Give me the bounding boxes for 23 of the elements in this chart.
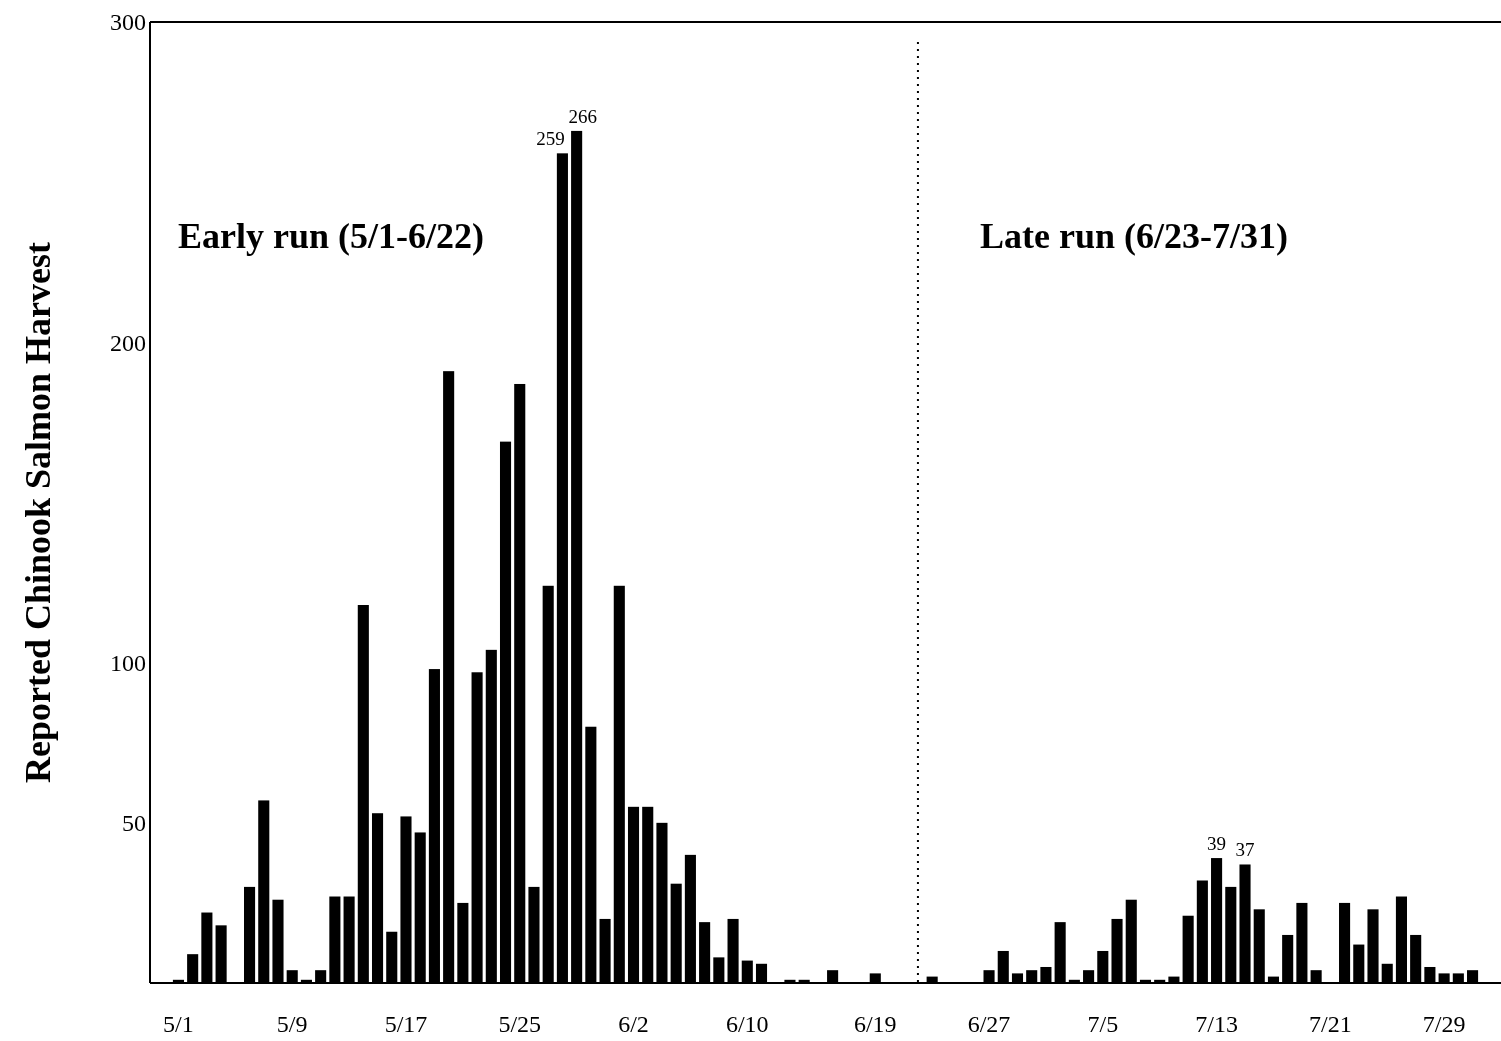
x-tick-label: 7/5 bbox=[1087, 1011, 1119, 1037]
data-label: 37 bbox=[1235, 839, 1255, 861]
x-tick-label: 7/13 bbox=[1195, 1011, 1238, 1037]
y-tick-label: 300 bbox=[110, 9, 146, 36]
x-tick-label: 6/2 bbox=[618, 1011, 649, 1037]
data-label: 266 bbox=[568, 105, 597, 127]
x-tick-label: 6/10 bbox=[725, 1011, 769, 1037]
x-tick-label: 6/19 bbox=[853, 1011, 897, 1037]
y-tick-label: 50 bbox=[122, 810, 146, 837]
x-tick-label: 5/1 bbox=[163, 1011, 194, 1037]
x-tick-label: 5/17 bbox=[384, 1011, 428, 1037]
x-tick-label: 6/27 bbox=[967, 1011, 1011, 1037]
x-tick-label: 5/25 bbox=[498, 1011, 542, 1037]
data-label: 259 bbox=[536, 128, 565, 150]
data-label: 39 bbox=[1207, 833, 1227, 855]
x-tick-label: 7/29 bbox=[1422, 1011, 1466, 1037]
x-tick-label: 5/9 bbox=[276, 1011, 308, 1037]
annotation: Early run (5/1-6/22) bbox=[178, 216, 484, 256]
annotation: Late run (6/23-7/31) bbox=[980, 216, 1288, 256]
x-tick-label: 7/21 bbox=[1309, 1011, 1352, 1037]
y-tick-label: 200 bbox=[110, 329, 146, 356]
y-tick-label: 100 bbox=[110, 650, 146, 677]
y-axis-title: Reported Chinook Salmon Harvest bbox=[18, 241, 58, 784]
